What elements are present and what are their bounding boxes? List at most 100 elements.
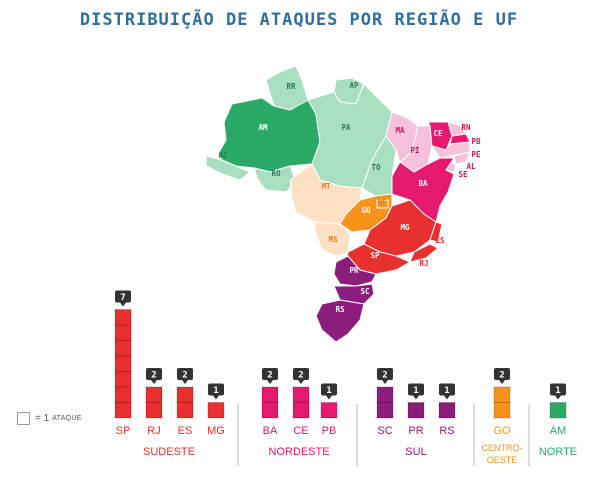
map-label-sc: SC [360,287,369,296]
bar-am [549,402,567,419]
map-state-rj [409,243,439,263]
map-state-pr [333,255,377,287]
bar-unit [114,324,132,341]
category-label: PR [408,425,423,437]
bar-sc [376,386,394,419]
bar-unit [114,355,132,372]
value-callout-es: 2 [177,368,193,384]
category-label: SP [116,425,131,437]
category-label: RJ [147,425,160,437]
value-callout-sp: 7 [115,290,131,307]
bar-unit [145,386,163,403]
bar-ce [292,386,310,419]
category-label: GO [493,425,511,437]
map-label-rn: RN [461,123,471,132]
bar-unit [376,402,394,419]
value-label: 2 [267,371,272,381]
category-label: AM [550,425,567,437]
value-label: 2 [499,371,504,381]
map-label-es: ES [435,236,445,245]
map-label-ms: MS [328,235,338,244]
bar-unit [114,402,132,419]
bar-unit [114,340,132,357]
category-label: PB [322,425,337,437]
category-label: ES [178,425,193,437]
value-label: 2 [382,371,387,381]
category-label: CE [293,425,308,437]
value-label: 1 [444,386,449,396]
bar-unit [114,309,132,326]
bar-unit [493,402,511,419]
map-label-go: GO [361,206,371,215]
map-state-es [429,221,443,243]
bar-unit [438,402,456,419]
category-label: SC [377,425,392,437]
bar-unit [493,386,511,403]
map-label-mg: MG [400,223,410,232]
legend-unit-box [17,412,30,425]
map-label-ac: AC [218,151,227,160]
value-label: 1 [555,386,560,396]
group-label-0: SUDESTE [143,446,195,458]
map-state-am [217,97,321,173]
map-label-al: AL [466,162,476,171]
legend: = 1 ATAQUE [17,412,82,425]
bar-unit [176,402,194,419]
map-label-am: AM [258,123,268,132]
value-callout-rs: 1 [439,383,455,400]
bar-go [493,386,511,419]
map-label-ce: CE [433,129,443,138]
group-label-2: SUL [405,446,426,458]
map-label-sp: SP [370,251,380,260]
bar-unit [320,402,338,419]
bar-unit [292,402,310,419]
bar-unit [549,402,567,419]
map-label-se: SE [458,170,468,179]
bar-sp [114,309,132,419]
value-label: 2 [182,371,187,381]
value-label: 2 [298,371,303,381]
map-label-rj: RJ [419,259,428,268]
map-label-df: DF [377,198,387,207]
map-label-ba: BA [418,179,428,188]
map-label-ro: RO [271,169,281,178]
category-label: MG [207,425,225,437]
category-label: BA [263,425,278,437]
bar-unit [261,402,279,419]
bar-ba [261,386,279,419]
map-label-mt: MT [321,182,331,191]
map-state-rs [315,299,365,343]
bar-unit [114,386,132,403]
bar-unit [176,386,194,403]
value-callout-pb: 1 [321,383,337,400]
group-label-1: NORDESTE [268,446,329,458]
map-label-rr: RR [286,82,296,91]
value-label: 2 [151,371,156,381]
category-label: RS [439,425,454,437]
map-label-pa: PA [341,123,351,132]
chart-title: DISTRIBUIÇÃO DE ATAQUES POR REGIÃO E UF [79,10,519,30]
map-state-df [376,199,389,209]
value-callout-rj: 2 [146,368,162,384]
map-state-ac [205,155,251,181]
value-callout-sc: 2 [377,368,393,384]
value-label: 1 [413,386,418,396]
legend-unit-label: ATAQUE [52,415,82,422]
bar-pr [407,402,425,419]
bar-unit [207,402,225,419]
bar-unit [407,402,425,419]
value-callout-go: 2 [494,368,510,384]
bar-es [176,386,194,419]
bar-unit [145,402,163,419]
bar-rj [145,386,163,419]
map-label-pi: PI [410,146,419,155]
value-callout-ba: 2 [262,368,278,384]
group-label-4: NORTE [539,446,577,458]
map-state-al [453,151,471,165]
value-callout-ce: 2 [293,368,309,384]
bar-unit [114,371,132,388]
value-label: 1 [326,386,331,396]
value-label: 7 [120,293,125,303]
map-label-ap: AP [349,81,359,90]
